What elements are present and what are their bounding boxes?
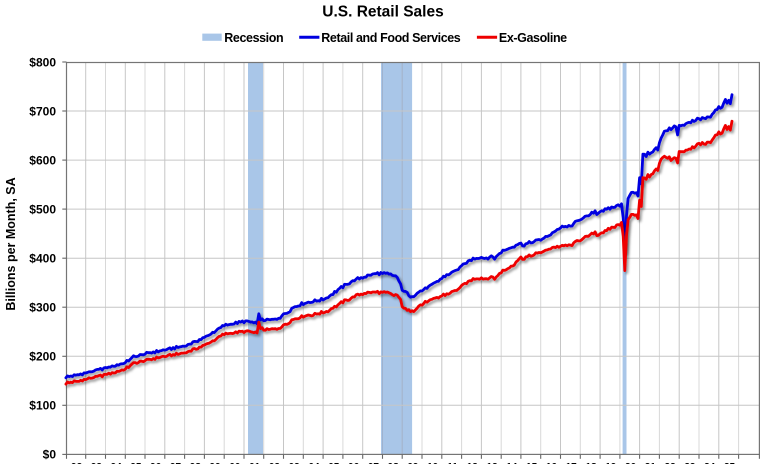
svg-text:$500: $500 — [29, 202, 56, 216]
svg-text:$0: $0 — [43, 448, 57, 462]
svg-text:$100: $100 — [29, 399, 56, 413]
svg-text:$700: $700 — [29, 104, 56, 118]
svg-text:Recession: Recession — [224, 31, 283, 45]
svg-text:Billions per Month, SA: Billions per Month, SA — [4, 177, 18, 310]
svg-text:Retail and Food Services: Retail and Food Services — [321, 31, 461, 45]
svg-text:$200: $200 — [29, 350, 56, 364]
svg-text:$400: $400 — [29, 252, 56, 266]
svg-text:$800: $800 — [29, 55, 56, 69]
svg-text:Ex-Gasoline: Ex-Gasoline — [499, 31, 567, 45]
svg-text:$300: $300 — [29, 301, 56, 315]
svg-text:$600: $600 — [29, 153, 56, 167]
svg-text:U.S. Retail Sales: U.S. Retail Sales — [322, 4, 443, 21]
